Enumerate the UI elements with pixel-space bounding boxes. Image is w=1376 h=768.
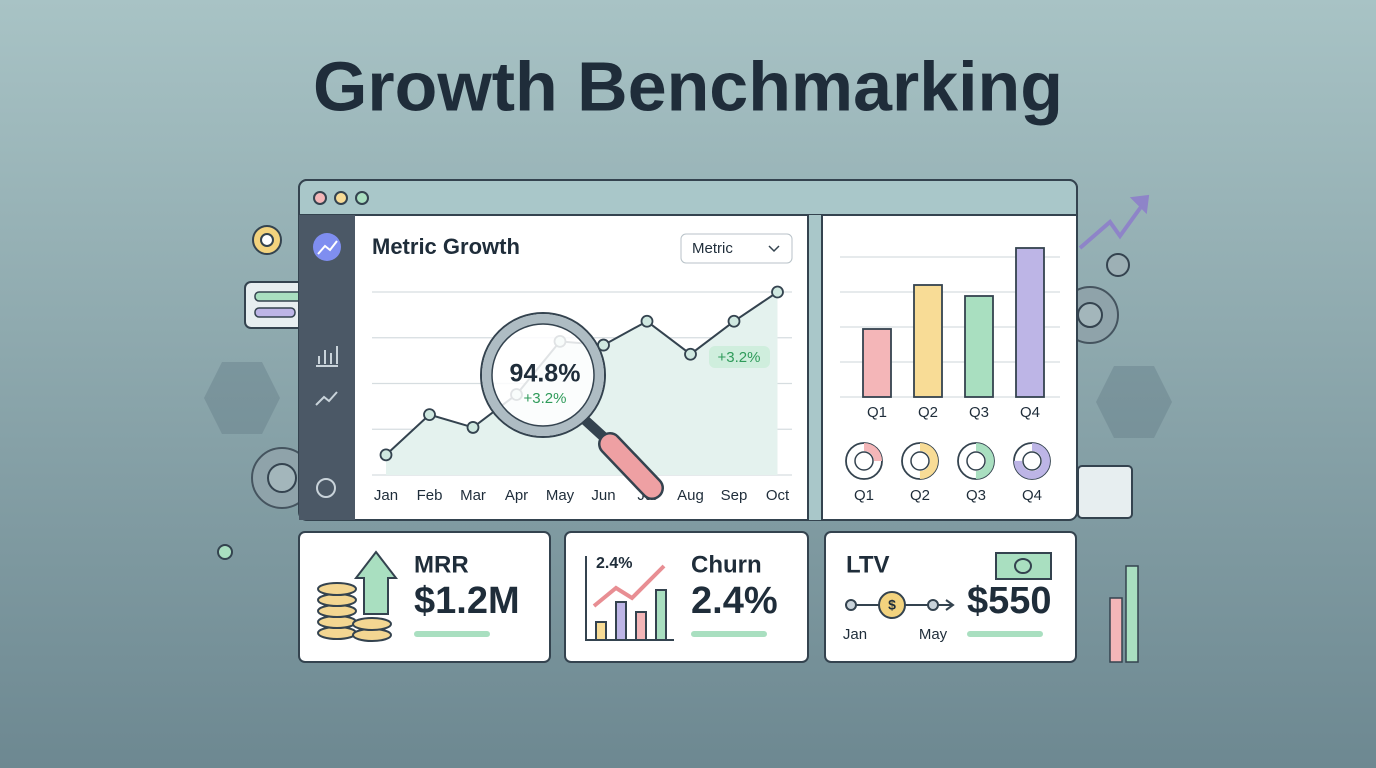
highlight-change: +3.2% [524, 390, 567, 407]
x-tick-label: Q2 [918, 404, 938, 421]
kpi-label: MRR [414, 551, 469, 578]
bar [964, 295, 994, 398]
timeline-icon [845, 552, 1052, 619]
timeline-label: May [919, 626, 948, 643]
kpi-bar [691, 631, 767, 637]
x-tick-label: Q3 [969, 404, 989, 421]
bar [913, 284, 943, 398]
title-bar [298, 179, 1078, 216]
x-tick-label: Q4 [1022, 487, 1042, 504]
trend-icon[interactable] [315, 391, 338, 406]
dropdown[interactable] [680, 233, 793, 264]
donut-segment [1014, 443, 1050, 479]
kpi-label: Churn [691, 551, 762, 578]
kpi-value: $550 [967, 580, 1052, 622]
decor-hexagons [204, 362, 1172, 438]
badge-label: +3.2% [718, 349, 761, 366]
magnifier [480, 312, 606, 438]
data-point [727, 314, 741, 328]
data-point [684, 347, 697, 361]
x-tick-label: Q1 [867, 404, 887, 421]
chart-icon[interactable] [316, 346, 338, 367]
donut-segment [958, 443, 994, 479]
donut-segment [846, 443, 882, 479]
kpi-value: 2.4% [691, 580, 778, 622]
x-tick-label: Aug [677, 487, 704, 504]
kpi-bar [967, 631, 1043, 637]
sidebar [299, 215, 355, 520]
bar [1015, 247, 1045, 398]
settings-icon[interactable] [316, 478, 336, 498]
x-tick-label: Oct [766, 487, 790, 504]
x-tick-label: Apr [505, 487, 528, 504]
kpi-value: $1.2M [414, 580, 520, 622]
sidebar-icons [313, 233, 341, 498]
page-title: Growth Benchmarking [313, 47, 1063, 125]
window-button[interactable] [334, 191, 348, 205]
donut-hole [854, 451, 874, 471]
x-tick-label: Q4 [1020, 404, 1040, 421]
timeline-label: Jan [843, 626, 867, 643]
kpi-label: LTV [846, 551, 890, 578]
magnifier-handle [600, 434, 662, 498]
donut-segment [902, 443, 938, 479]
coins-icon [317, 550, 399, 642]
magnifier-rim [482, 314, 604, 436]
window-button[interactable] [355, 191, 369, 205]
data-point [466, 421, 480, 434]
change-badge [709, 346, 770, 368]
bar-chart: Q1 Q2 Q3 Q4 Q1 Q2 Q3 Q4 [840, 247, 1060, 504]
x-tick-label: Mar [460, 487, 486, 504]
x-tick-label: Q3 [966, 487, 986, 504]
data-point [379, 448, 393, 462]
dollar-icon: $ [888, 597, 896, 613]
line-chart: JanFebMarAprMayJunJulAugSepOct+3.2%94.8%… [372, 285, 792, 504]
window-button[interactable] [313, 191, 327, 205]
x-tick-label: Jun [591, 487, 615, 504]
bar [862, 328, 892, 398]
data-point [423, 408, 436, 422]
donut-hole [1022, 451, 1042, 471]
kpi-bar [414, 631, 490, 637]
x-tick-label: Sep [721, 487, 748, 504]
dropdown-label: Metric [692, 240, 733, 257]
x-tick-label: Q1 [854, 487, 874, 504]
x-tick-label: May [546, 487, 575, 504]
data-point [640, 314, 654, 328]
mini-chart-label: 2.4% [596, 555, 632, 572]
data-point [771, 285, 784, 299]
x-tick-label: Jan [374, 487, 398, 504]
magnifier-rim [491, 323, 595, 427]
dropdown-arrow [768, 245, 780, 253]
x-tick-label: Q2 [910, 487, 930, 504]
x-tick-label: Feb [417, 487, 443, 504]
donut-hole [910, 451, 930, 471]
divider [809, 215, 822, 520]
donut-hole [966, 451, 986, 471]
highlight-value: 94.8% [510, 360, 581, 388]
mini-chart-icon [585, 556, 674, 641]
panel-title: Metric Growth [372, 234, 520, 259]
